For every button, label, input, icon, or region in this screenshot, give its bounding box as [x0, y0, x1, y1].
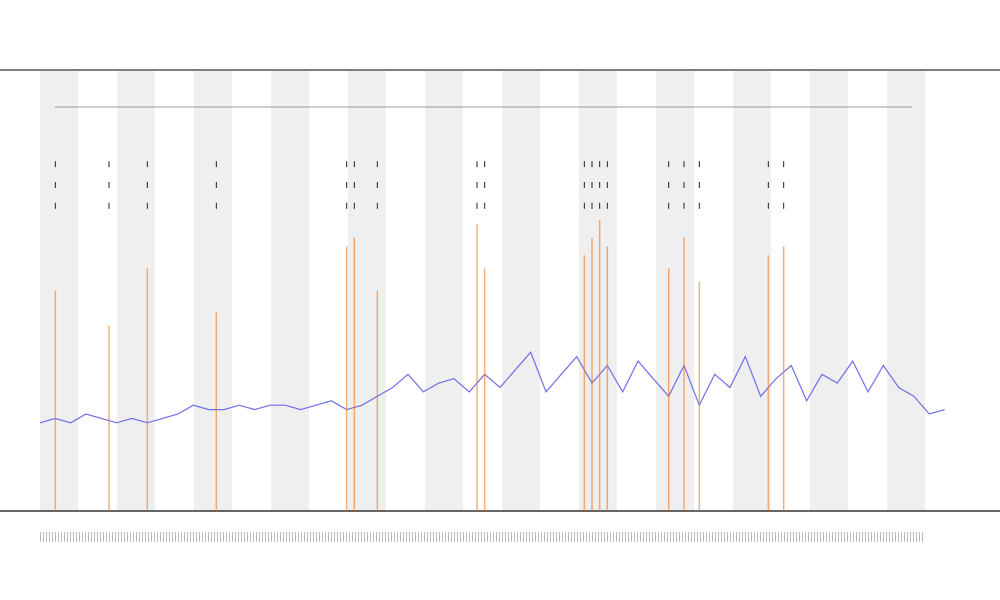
event-tick	[583, 161, 585, 168]
event-tick	[376, 182, 378, 188]
event-tick	[346, 161, 348, 168]
event-tick	[583, 182, 585, 188]
event-tick	[698, 182, 700, 188]
event-tick	[484, 161, 486, 168]
event-tick	[668, 161, 670, 168]
event-tick	[346, 182, 348, 188]
event-tick	[698, 161, 700, 168]
band	[194, 71, 232, 511]
band	[40, 71, 78, 511]
event-tick	[698, 202, 700, 209]
event-tick	[108, 202, 110, 209]
band	[579, 71, 617, 511]
event-tick	[767, 161, 769, 168]
event-tick	[353, 182, 355, 188]
event-tick	[108, 182, 110, 188]
event-tick	[767, 202, 769, 209]
event-tick	[606, 182, 608, 188]
band	[887, 71, 925, 511]
event-tick	[668, 182, 670, 188]
event-tick	[54, 202, 56, 209]
event-tick	[215, 202, 217, 209]
event-tick	[108, 161, 110, 168]
event-tick	[591, 182, 593, 188]
event-tick	[476, 161, 478, 168]
event-tick	[767, 182, 769, 188]
event-tick	[54, 161, 56, 168]
event-tick	[476, 202, 478, 209]
line-series	[39, 351, 945, 424]
event-tick	[668, 202, 670, 209]
event-tick	[215, 182, 217, 188]
band	[425, 71, 463, 511]
shaded-bands	[40, 71, 925, 511]
event-tick	[683, 161, 685, 168]
event-tick	[683, 202, 685, 209]
event-tick	[783, 161, 785, 168]
event-tick	[146, 202, 148, 209]
event-tick	[484, 182, 486, 188]
event-tick	[146, 182, 148, 188]
event-tick	[484, 202, 486, 209]
event-tick	[376, 202, 378, 209]
event-tick	[54, 182, 56, 188]
event-tick	[591, 161, 593, 168]
band	[810, 71, 848, 511]
band	[271, 71, 309, 511]
event-tick	[606, 202, 608, 209]
event-tick	[215, 161, 217, 168]
event-tick	[476, 182, 478, 188]
event-tick	[783, 182, 785, 188]
event-tick	[783, 202, 785, 209]
band	[733, 71, 771, 511]
event-tick	[599, 182, 601, 188]
event-tick	[353, 202, 355, 209]
event-tick	[346, 202, 348, 209]
band	[502, 71, 540, 511]
band	[117, 71, 155, 511]
event-tick	[683, 182, 685, 188]
event-tick	[146, 161, 148, 168]
event-tick	[353, 161, 355, 168]
event-tick	[599, 202, 601, 209]
event-tick	[606, 161, 608, 168]
band	[656, 71, 694, 511]
event-tick	[591, 202, 593, 209]
event-tick	[376, 161, 378, 168]
event-tick	[599, 161, 601, 168]
event-tick	[583, 202, 585, 209]
